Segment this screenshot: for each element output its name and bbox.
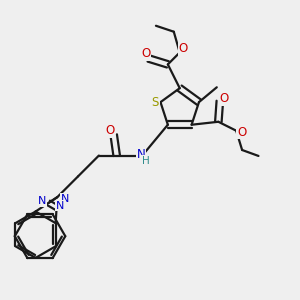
- Text: O: O: [141, 47, 150, 61]
- Text: N: N: [38, 196, 46, 206]
- Text: O: O: [220, 92, 229, 105]
- Text: O: O: [179, 42, 188, 56]
- Text: O: O: [237, 126, 246, 139]
- Text: S: S: [152, 96, 159, 109]
- Text: N: N: [137, 148, 146, 161]
- Text: N: N: [61, 194, 69, 204]
- Text: O: O: [106, 124, 115, 137]
- Text: N: N: [56, 201, 64, 211]
- Text: H: H: [142, 156, 150, 166]
